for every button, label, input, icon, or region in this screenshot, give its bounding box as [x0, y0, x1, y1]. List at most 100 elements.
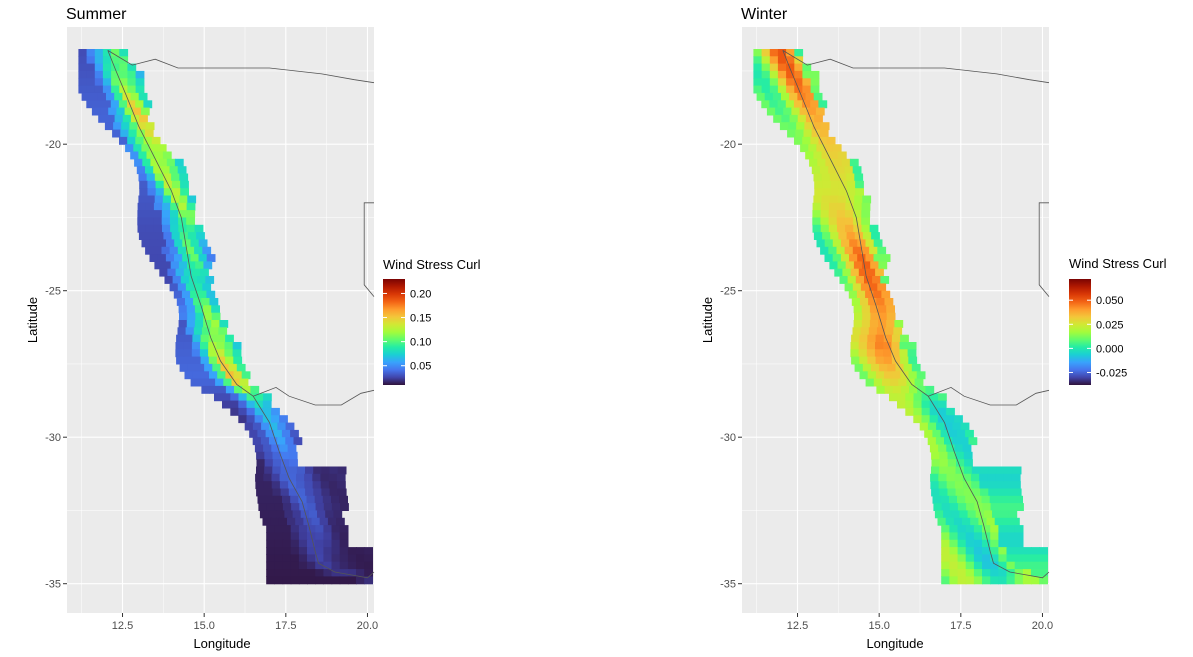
winter-heatmap-cell [990, 569, 999, 577]
winter-heatmap-cell [844, 246, 854, 255]
winter-heatmap-cell [1039, 569, 1048, 577]
winter-heatmap-cell [845, 224, 854, 233]
summer-heatmap-cell [187, 363, 197, 372]
summer-heatmap-cell [264, 466, 273, 475]
winter-heatmap-cell [963, 466, 973, 475]
winter-heatmap-cell [980, 466, 989, 475]
summer-heatmap-cell [135, 78, 145, 87]
summer-legend-title: Wind Stress Curl [383, 257, 481, 272]
summer-heatmap-cell [94, 56, 104, 65]
summer-heatmap-cell [216, 349, 226, 358]
summer-heatmap-cell [162, 224, 171, 233]
summer-heatmap-cell [102, 49, 112, 57]
winter-heatmap-cell [821, 195, 831, 204]
summer-heatmap-cell [145, 217, 155, 226]
winter-heatmap-cell [947, 466, 957, 475]
summer-heatmap-cell [313, 466, 322, 475]
winter-heatmap-cell [816, 144, 826, 153]
summer-heatmap-cell [132, 107, 142, 116]
summer-heatmap-cell [282, 569, 292, 577]
winter-heatmap-cell [1014, 569, 1024, 577]
summer-x-tick-label: 17.5 [275, 620, 296, 632]
summer-heatmap-cell [178, 320, 188, 328]
summer-heatmap-cell [204, 363, 213, 372]
winter-heatmap-cell [820, 202, 830, 211]
winter-heatmap-cell [1002, 517, 1012, 526]
summer-heatmap-cell [176, 356, 185, 365]
summer-heatmap-cell [232, 342, 242, 350]
winter-heatmap-cell [764, 92, 774, 101]
winter-heatmap-cell [971, 473, 980, 482]
summer-heatmap-cell [157, 239, 167, 248]
winter-heatmap-cell [965, 539, 975, 548]
winter-heatmap-cell [775, 107, 784, 116]
winter-heatmap-cell [812, 202, 822, 211]
summer-heatmap-cell [161, 166, 171, 175]
summer-heatmap-cell [130, 92, 140, 101]
winter-heatmap-cell [781, 92, 790, 101]
summer-heatmap-cell [298, 547, 308, 555]
winter-heatmap-cell [794, 49, 804, 57]
winter-heatmap-cell [821, 173, 831, 182]
summer-heatmap-cell [170, 224, 179, 233]
summer-heatmap-cell [364, 561, 373, 570]
summer-heatmap-cell [254, 407, 264, 416]
winter-heatmap-cell [949, 532, 959, 541]
winter-heatmap-cell [998, 547, 1008, 555]
summer-heatmap-cell [331, 547, 341, 555]
winter-heatmap-cell [954, 473, 964, 482]
summer-heatmap-cell [202, 283, 212, 292]
summer-heatmap-cell [290, 525, 300, 533]
winter-heatmap-cell [1004, 488, 1014, 497]
summer-heatmap-cell [186, 224, 196, 233]
summer-heatmap-cell [98, 114, 107, 123]
summer-heatmap-cell [230, 393, 240, 402]
summer-heatmap-cell [347, 547, 357, 555]
summer-heatmap-cell [225, 334, 234, 343]
summer-heatmap-cell [287, 517, 296, 526]
winter-heatmap-cell [837, 151, 847, 160]
winter-heatmap-cell [809, 158, 818, 167]
summer-heatmap-cell [306, 495, 316, 504]
summer-heatmap-cell [249, 429, 258, 438]
winter-heatmap-cell [941, 554, 950, 563]
winter-heatmap-cell [947, 459, 957, 468]
winter-heatmap-cell [905, 393, 915, 402]
summer-heatmap-cell [290, 547, 300, 555]
winter-heatmap-cell [965, 569, 975, 577]
winter-y-tick-label: -20 [720, 139, 736, 151]
winter-heatmap-cell [824, 239, 834, 248]
summer-heatmap-cell [290, 429, 299, 438]
summer-heatmap-cell [265, 429, 275, 438]
summer-heatmap-cell [282, 503, 292, 511]
winter-heatmap-cell [944, 437, 953, 446]
winter-heatmap-cell [878, 261, 888, 270]
winter-heatmap-cell [855, 188, 864, 197]
summer-heatmap-cell [331, 495, 340, 504]
winter-heatmap-cell [973, 495, 983, 504]
summer-heatmap-cell [183, 342, 193, 350]
summer-heatmap-cell [186, 210, 196, 218]
winter-heatmap-cell [949, 554, 959, 563]
summer-heatmap-cell [307, 525, 316, 533]
winter-heatmap-cell [987, 473, 997, 482]
summer-heatmap-cell [333, 510, 343, 519]
summer-heatmap-cell [94, 85, 104, 94]
winter-heatmap-cell [805, 92, 815, 101]
summer-heatmap-cell [102, 70, 112, 79]
summer-heatmap-cell [137, 202, 147, 211]
winter-heatmap-cell [1006, 576, 1016, 585]
winter-heatmap-cell [786, 49, 795, 57]
winter-heatmap-cell [849, 239, 858, 248]
summer-heatmap-cell [216, 356, 226, 365]
winter-heatmap-cell [837, 202, 846, 211]
winter-heatmap-cell [973, 525, 983, 533]
winter-heatmap-cell [947, 488, 957, 497]
summer-heatmap-cell [145, 210, 155, 218]
winter-heatmap-cell [886, 320, 895, 328]
summer-heatmap-cell [246, 407, 256, 416]
summer-heatmap-cell [154, 261, 164, 270]
winter-heatmap-cell [786, 56, 795, 65]
winter-heatmap-cell [954, 444, 964, 453]
winter-heatmap-cell [861, 305, 871, 314]
